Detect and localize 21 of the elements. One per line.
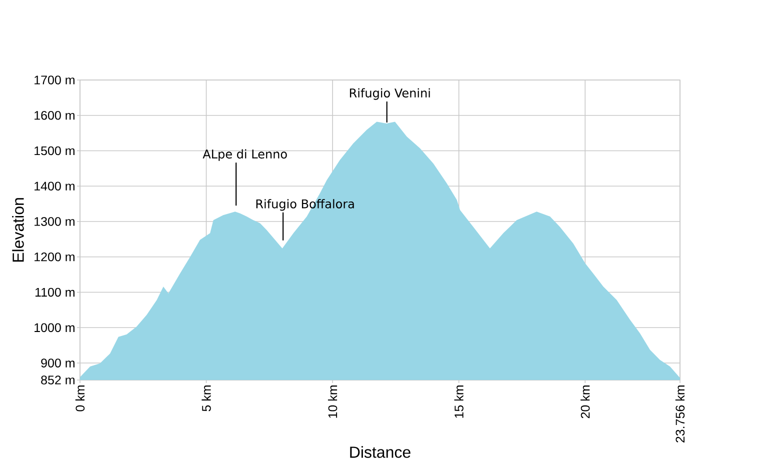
y-tick-label: 1700 m [34, 76, 74, 84]
x-tick-label: 20 km [580, 386, 590, 418]
x-tick-label: 5 km [202, 386, 211, 412]
x-tick-label: 0 km [75, 386, 85, 412]
y-tick-label: 1400 m [34, 182, 74, 191]
x-axis-title: Distance [350, 446, 410, 458]
annotation: ALpe di Lenno [202, 149, 287, 161]
annotation: Rifugio Venini [350, 88, 430, 100]
y-axis-title: Elevation [12, 198, 24, 262]
y-tick-label: 900 m [41, 358, 74, 368]
x-tick-label: 10 km [328, 386, 338, 418]
y-tick-label: 1200 m [34, 252, 74, 262]
x-tick-label: 23.756 km [675, 386, 685, 442]
y-tick-label: 1500 m [34, 146, 74, 156]
y-tick-label: 1000 m [34, 323, 74, 332]
y-tick-label: 1100 m [35, 288, 74, 297]
y-tick-label: 852 m [41, 376, 74, 384]
y-tick-label: 1300 m [34, 217, 74, 226]
y-tick-label: 1600 m [34, 110, 74, 120]
annotation: Rifugio Boffalora [256, 199, 354, 211]
x-tick-label: 15 km [454, 386, 464, 418]
